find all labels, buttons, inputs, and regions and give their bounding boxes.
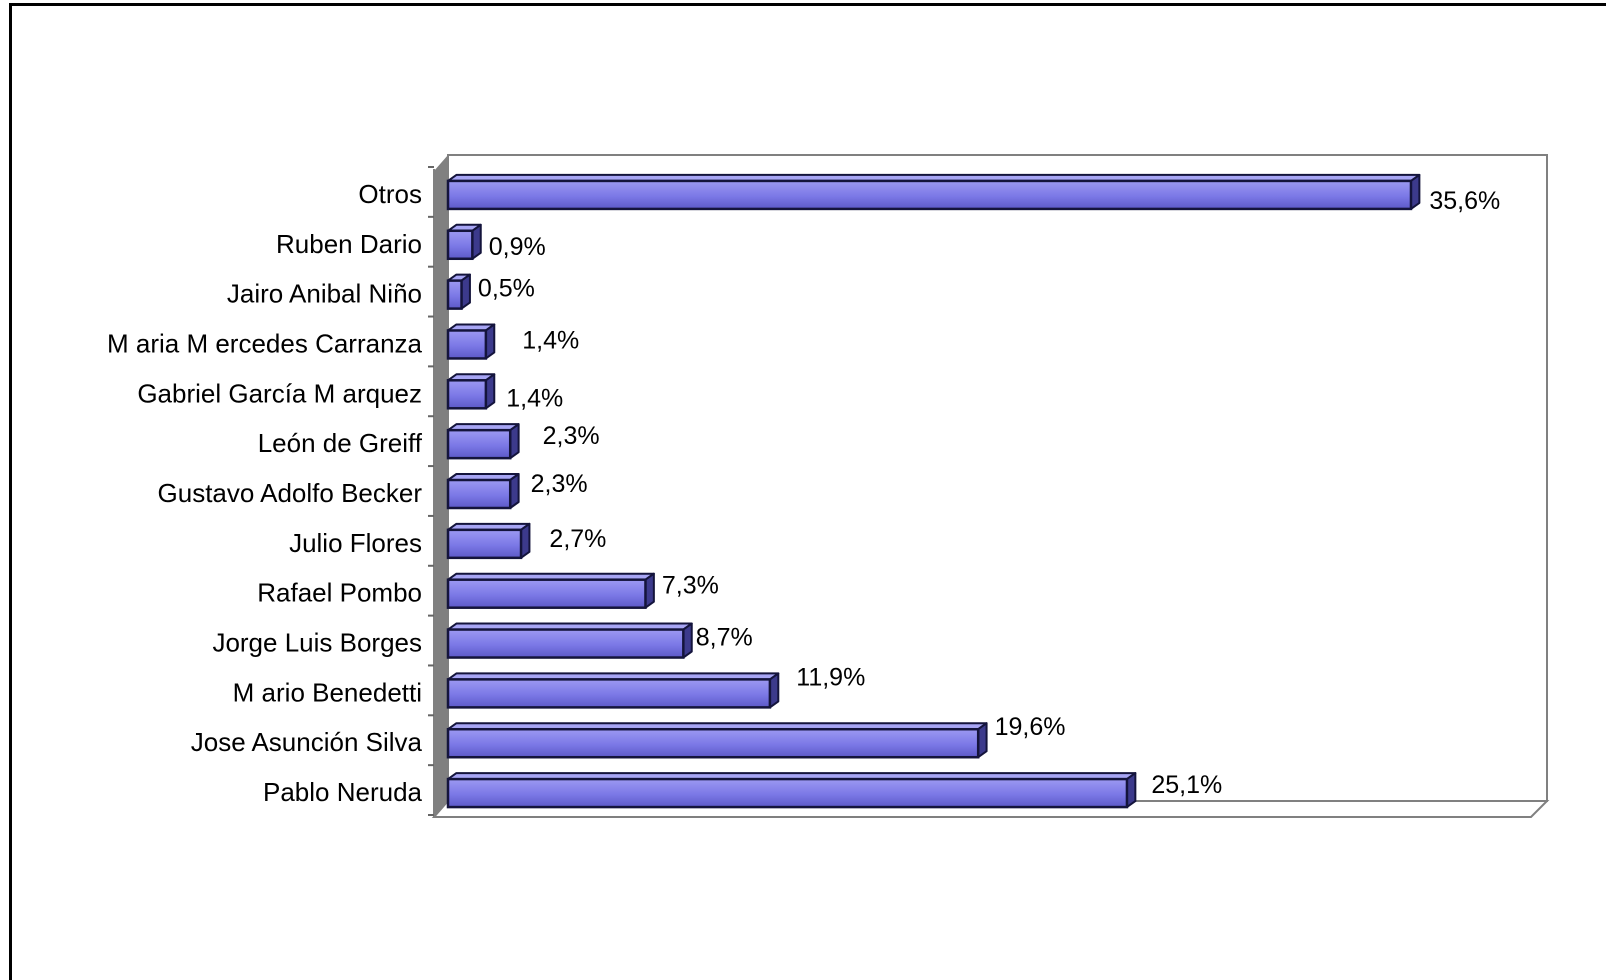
data-label: 1,4% bbox=[522, 326, 579, 354]
y-tick-label: Julio Flores bbox=[289, 528, 422, 558]
bar-side-face bbox=[471, 223, 482, 260]
bar-side-face bbox=[509, 423, 520, 460]
bar-side-face bbox=[768, 672, 780, 709]
bar bbox=[446, 229, 474, 261]
bar bbox=[446, 478, 512, 510]
bar-side-face bbox=[520, 522, 531, 559]
bar bbox=[446, 777, 1129, 809]
y-tick-label: Rafael Pombo bbox=[257, 578, 422, 608]
bar-side-face bbox=[484, 323, 496, 360]
y-tick-label: Pablo Neruda bbox=[263, 777, 423, 807]
data-label: 2,3% bbox=[543, 422, 600, 450]
y-tick-label: Gustavo Adolfo Becker bbox=[158, 478, 423, 508]
chart-bars bbox=[446, 173, 1421, 809]
bar-side-face bbox=[1125, 772, 1137, 809]
data-label: 1,4% bbox=[506, 384, 563, 412]
chart-labels: Otros 35,6% Ruben Dario 0,9% Jairo Anibal Ni… bbox=[107, 179, 1500, 807]
data-label: 0,5% bbox=[478, 275, 535, 303]
bar-side-face bbox=[1409, 173, 1421, 210]
y-tick-label: Gabriel García M arquez bbox=[137, 378, 422, 408]
bar bbox=[446, 578, 647, 609]
bar-side-face bbox=[977, 722, 988, 759]
chart-axes bbox=[428, 154, 1550, 818]
data-label: 2,7% bbox=[549, 525, 606, 553]
bar bbox=[446, 379, 488, 410]
bar bbox=[446, 628, 685, 659]
bar-side-face bbox=[644, 572, 655, 609]
y-tick-label: M ario Benedetti bbox=[233, 677, 422, 707]
data-label: 7,3% bbox=[662, 572, 719, 600]
data-label: 19,6% bbox=[995, 713, 1066, 741]
data-label: 0,9% bbox=[489, 233, 546, 261]
bar bbox=[446, 678, 772, 709]
data-label: 2,3% bbox=[531, 470, 588, 498]
bar-side-face bbox=[484, 373, 496, 410]
data-label: 35,6% bbox=[1429, 187, 1500, 215]
bar bbox=[446, 329, 488, 360]
bar bbox=[446, 179, 1413, 211]
bar bbox=[446, 428, 512, 460]
data-label: 25,1% bbox=[1151, 771, 1222, 799]
y-tick-label: Jorge Luis Borges bbox=[212, 628, 422, 658]
y-tick-label: M aria M ercedes Carranza bbox=[107, 328, 423, 358]
bar bbox=[446, 528, 523, 560]
chart-side-wall bbox=[434, 155, 448, 817]
bar-side-face bbox=[682, 622, 693, 659]
y-tick-label: Jairo Anibal Niño bbox=[227, 279, 422, 309]
data-label: 11,9% bbox=[796, 663, 865, 691]
bar-side-face bbox=[460, 273, 471, 310]
y-tick-label: Ruben Dario bbox=[276, 229, 422, 259]
y-tick-label: León de Greiff bbox=[258, 428, 423, 458]
bar-side-face bbox=[509, 473, 520, 509]
bar bbox=[446, 727, 980, 759]
bar bbox=[446, 279, 463, 310]
y-tick-label: Otros bbox=[358, 179, 422, 209]
y-tick-label: Jose Asunción Silva bbox=[191, 727, 423, 757]
data-label: 8,7% bbox=[696, 624, 753, 652]
